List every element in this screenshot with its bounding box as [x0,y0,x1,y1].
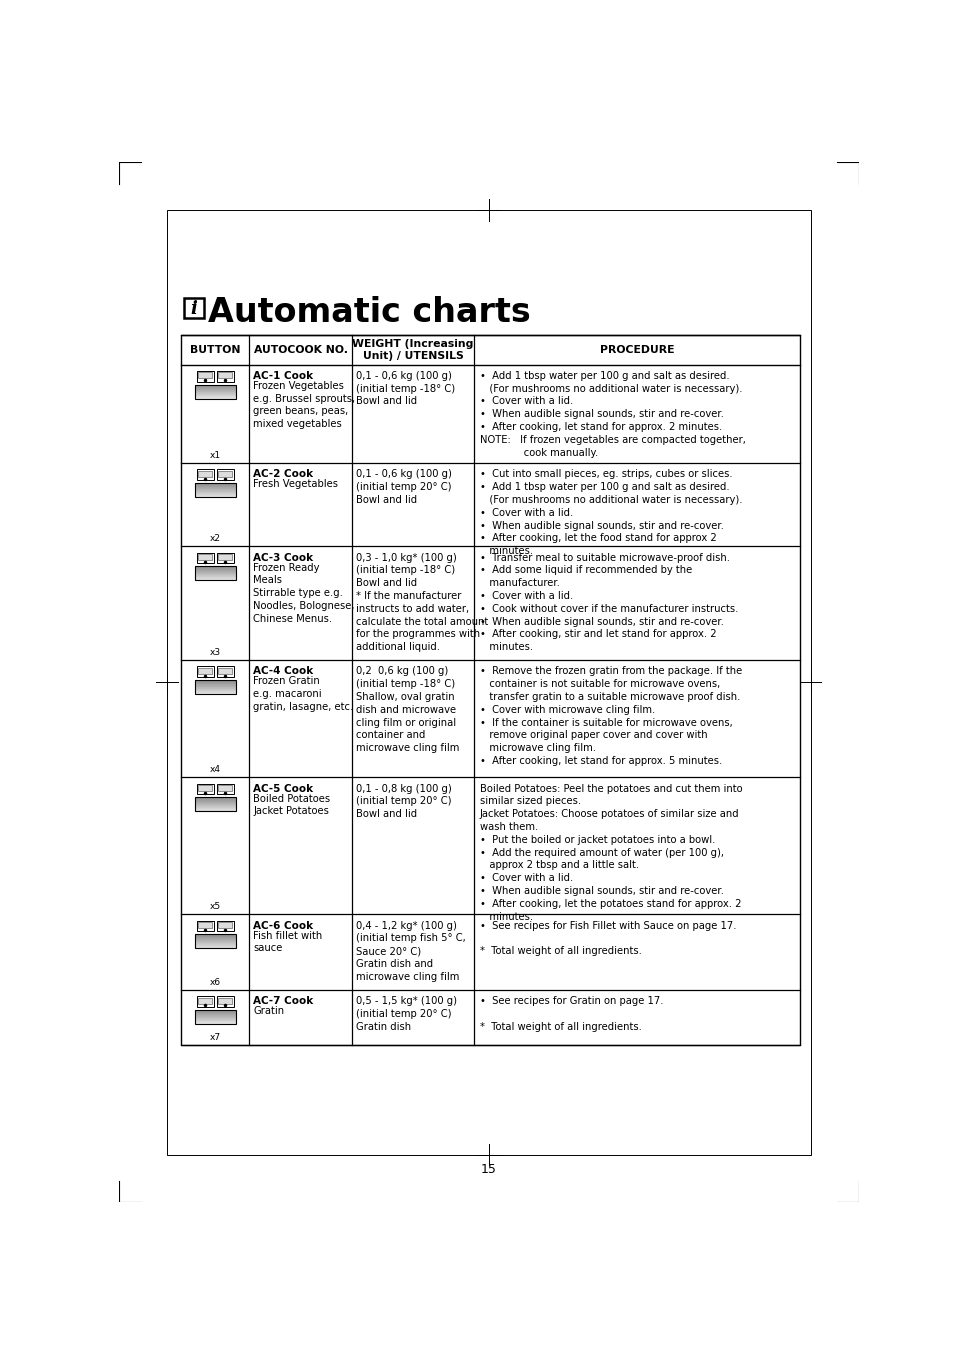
Bar [198,373,212,378]
Bar [218,785,233,792]
Bar [198,997,212,1004]
Text: •  Transfer meal to suitable microwave-proof dish.
•  Add some liquid if recomme: • Transfer meal to suitable microwave-pr… [479,553,738,653]
Text: Frozen Vegetables
e.g. Brussel sprouts,
green beans, peas,
mixed vegetables: Frozen Vegetables e.g. Brussel sprouts, … [253,381,355,430]
Text: AC-6 Cook: AC-6 Cook [253,920,314,931]
Text: PROCEDURE: PROCEDURE [599,345,674,355]
Bar [218,923,233,928]
Text: Automatic charts: Automatic charts [208,296,530,328]
Bar [196,996,213,1006]
Bar [198,785,212,792]
Text: Fresh Vegetables: Fresh Vegetables [253,480,338,489]
Bar [216,469,233,480]
Text: AUTOCOOK NO.: AUTOCOOK NO. [253,345,347,355]
Bar [195,385,235,399]
Text: x6: x6 [210,978,221,986]
Bar [218,997,233,1004]
Text: •  Cut into small pieces, eg. strips, cubes or slices.
•  Add 1 tbsp water per 1: • Cut into small pieces, eg. strips, cub… [479,469,741,557]
Text: AC-7 Cook: AC-7 Cook [253,996,314,1006]
Bar [216,996,233,1006]
Text: •  See recipes for Fish Fillet with Sauce on page 17.

*  Total weight of all in: • See recipes for Fish Fillet with Sauce… [479,920,736,957]
Text: Gratin: Gratin [253,1006,284,1016]
Bar [195,935,235,948]
Bar [198,554,212,561]
Bar [216,666,233,677]
Text: •  Add 1 tbsp water per 100 g and salt as desired.
   (For mushrooms no addition: • Add 1 tbsp water per 100 g and salt as… [479,370,744,458]
Bar [198,471,212,477]
Bar [216,553,233,563]
Text: 0,5 - 1,5 kg* (100 g)
(initial temp 20° C)
Gratin dish: 0,5 - 1,5 kg* (100 g) (initial temp 20° … [355,996,456,1032]
Text: Frozen Gratin
e.g. macaroni
gratin, lasagne, etc.: Frozen Gratin e.g. macaroni gratin, lasa… [253,677,354,712]
Text: x5: x5 [210,902,221,911]
Text: 0,1 - 0,6 kg (100 g)
(initial temp -18° C)
Bowl and lid: 0,1 - 0,6 kg (100 g) (initial temp -18° … [355,370,455,407]
Text: Boiled Potatoes: Peel the potatoes and cut them into
similar sized pieces.
Jacke: Boiled Potatoes: Peel the potatoes and c… [479,784,741,921]
Bar [196,666,213,677]
Bar [195,681,235,694]
Bar [195,1011,235,1024]
Text: AC-4 Cook: AC-4 Cook [253,666,314,677]
Text: •  Remove the frozen gratin from the package. If the
   container is not suitabl: • Remove the frozen gratin from the pack… [479,666,741,766]
Bar [218,667,233,674]
Text: 0,2  0,6 kg (100 g)
(initial temp -18° C)
Shallow, oval gratin
dish and microwav: 0,2 0,6 kg (100 g) (initial temp -18° C)… [355,666,458,754]
Text: i: i [190,300,197,319]
Bar [196,553,213,563]
Bar [198,667,212,674]
Text: Fish fillet with
sauce: Fish fillet with sauce [253,931,322,954]
Bar [216,370,233,381]
Bar [196,920,213,931]
Bar [218,554,233,561]
Text: 0,1 - 0,8 kg (100 g)
(initial temp 20° C)
Bowl and lid: 0,1 - 0,8 kg (100 g) (initial temp 20° C… [355,784,451,819]
Bar [216,784,233,794]
Bar [196,784,213,794]
Bar [183,299,204,319]
Text: AC-2 Cook: AC-2 Cook [253,469,314,480]
Text: BUTTON: BUTTON [190,345,240,355]
Text: 0,3 - 1,0 kg* (100 g)
(initial temp -18° C)
Bowl and lid
* If the manufacturer
i: 0,3 - 1,0 kg* (100 g) (initial temp -18°… [355,553,487,653]
Text: WEIGHT (Increasing
Unit) / UTENSILS: WEIGHT (Increasing Unit) / UTENSILS [352,339,474,361]
Bar [198,923,212,928]
Text: x3: x3 [210,648,221,657]
Bar [195,797,235,811]
Bar [218,373,233,378]
Bar [195,566,235,580]
Text: AC-3 Cook: AC-3 Cook [253,553,314,562]
Bar [216,920,233,931]
Bar [196,469,213,480]
Text: x2: x2 [210,534,220,543]
Text: x7: x7 [210,1034,221,1042]
Bar [167,209,810,1155]
Text: x4: x4 [210,765,220,774]
Text: x1: x1 [210,451,221,459]
Text: AC-1 Cook: AC-1 Cook [253,370,314,381]
Bar [195,484,235,497]
Text: •  See recipes for Gratin on page 17.

*  Total weight of all ingredients.: • See recipes for Gratin on page 17. * T… [479,996,662,1032]
Text: 0,4 - 1,2 kg* (100 g)
(initial temp fish 5° C,
Sauce 20° C)
Gratin dish and
micr: 0,4 - 1,2 kg* (100 g) (initial temp fish… [355,920,465,982]
Bar [196,370,213,381]
Text: AC-5 Cook: AC-5 Cook [253,784,314,793]
Text: 15: 15 [480,1163,497,1175]
Bar [181,335,799,1046]
Bar [218,471,233,477]
Text: Boiled Potatoes
Jacket Potatoes: Boiled Potatoes Jacket Potatoes [253,793,330,816]
Text: 0,1 - 0,6 kg (100 g)
(initial temp 20° C)
Bowl and lid: 0,1 - 0,6 kg (100 g) (initial temp 20° C… [355,469,451,505]
Text: Frozen Ready
Meals
Stirrable type e.g.
Noodles, Bolognese,
Chinese Menus.: Frozen Ready Meals Stirrable type e.g. N… [253,562,355,624]
